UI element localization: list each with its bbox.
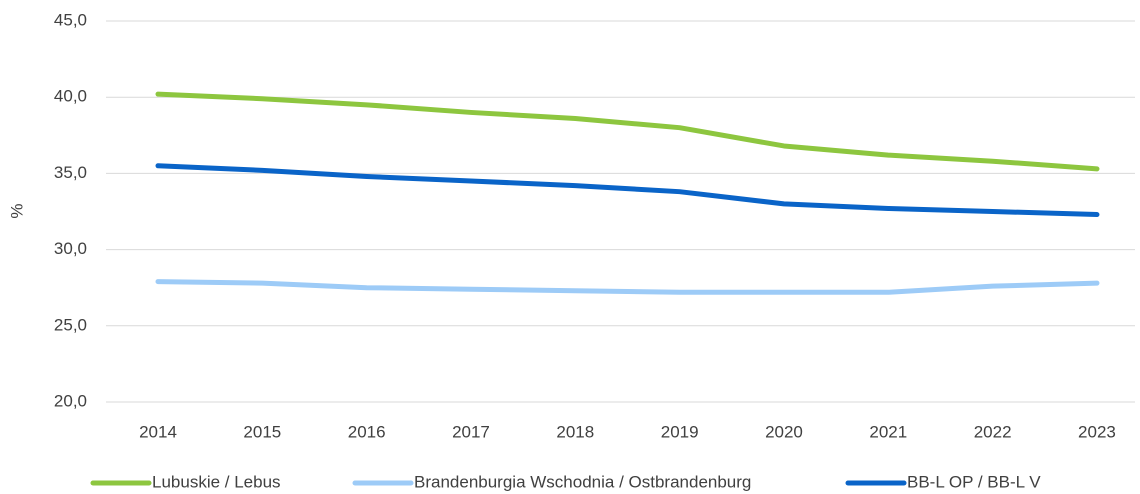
- y-tick-label: 45,0: [54, 10, 87, 29]
- y-tick-label: 25,0: [54, 315, 87, 334]
- y-tick-label: 40,0: [54, 87, 87, 106]
- line-series: [155, 279, 1100, 295]
- y-axis-label: %: [7, 203, 26, 218]
- x-tick-label: 2022: [974, 422, 1012, 441]
- x-tick-label: 2019: [661, 422, 699, 441]
- x-tick-label: 2016: [348, 422, 386, 441]
- y-tick-label: 20,0: [54, 391, 87, 410]
- line-series: [155, 91, 1100, 172]
- x-tick-label: 2023: [1078, 422, 1116, 441]
- x-tick-label: 2018: [556, 422, 594, 441]
- y-tick-label: 35,0: [54, 163, 87, 182]
- x-tick-label: 2017: [452, 422, 490, 441]
- line-series: [155, 163, 1100, 218]
- x-tick-label: 2014: [139, 422, 177, 441]
- x-tick-label: 2015: [243, 422, 281, 441]
- legend-label: Lubuskie / Lebus: [152, 472, 281, 491]
- y-tick-label: 30,0: [54, 239, 87, 258]
- legend-label: BB-L OP / BB-L V: [907, 472, 1041, 491]
- x-tick-label: 2021: [869, 422, 907, 441]
- legend-label: Brandenburgia Wschodnia / Ostbrandenburg: [414, 472, 751, 491]
- x-tick-label: 2020: [765, 422, 803, 441]
